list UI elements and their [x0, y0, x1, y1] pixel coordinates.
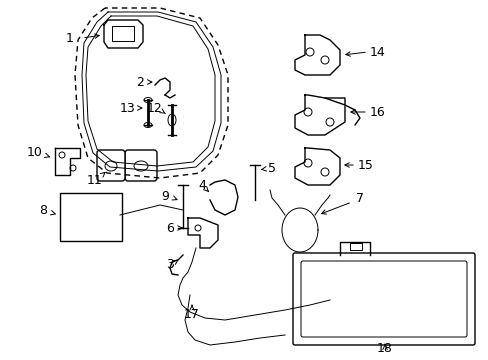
Text: 11: 11 [87, 174, 102, 186]
Ellipse shape [134, 161, 148, 171]
Ellipse shape [143, 98, 152, 103]
Text: 3: 3 [166, 258, 174, 271]
Text: 17: 17 [183, 309, 200, 321]
Circle shape [304, 108, 311, 116]
Ellipse shape [293, 256, 305, 264]
Text: 18: 18 [376, 342, 392, 355]
FancyBboxPatch shape [97, 150, 125, 181]
Text: 7: 7 [355, 192, 363, 204]
Text: 12: 12 [147, 102, 163, 114]
Text: 2: 2 [136, 76, 143, 89]
Circle shape [305, 48, 313, 56]
FancyBboxPatch shape [125, 150, 157, 181]
Ellipse shape [168, 114, 176, 126]
Text: 1: 1 [66, 32, 74, 45]
FancyBboxPatch shape [292, 253, 474, 345]
Text: 14: 14 [369, 45, 385, 59]
Circle shape [195, 225, 201, 231]
Ellipse shape [143, 122, 152, 127]
Text: 15: 15 [357, 158, 373, 171]
Text: 6: 6 [166, 221, 174, 234]
Text: 10: 10 [27, 145, 43, 158]
Bar [60, 193, 122, 241]
Text: 9: 9 [161, 189, 168, 202]
Circle shape [320, 168, 328, 176]
Circle shape [325, 118, 333, 126]
FancyBboxPatch shape [301, 261, 466, 337]
Text: 4: 4 [198, 179, 205, 192]
Ellipse shape [105, 161, 117, 171]
Circle shape [59, 152, 65, 158]
Circle shape [70, 165, 76, 171]
Text: 8: 8 [39, 203, 47, 216]
Text: 5: 5 [267, 162, 275, 175]
Text: 16: 16 [369, 105, 385, 118]
Text: 13: 13 [120, 102, 136, 114]
Circle shape [304, 159, 311, 167]
Circle shape [320, 56, 328, 64]
